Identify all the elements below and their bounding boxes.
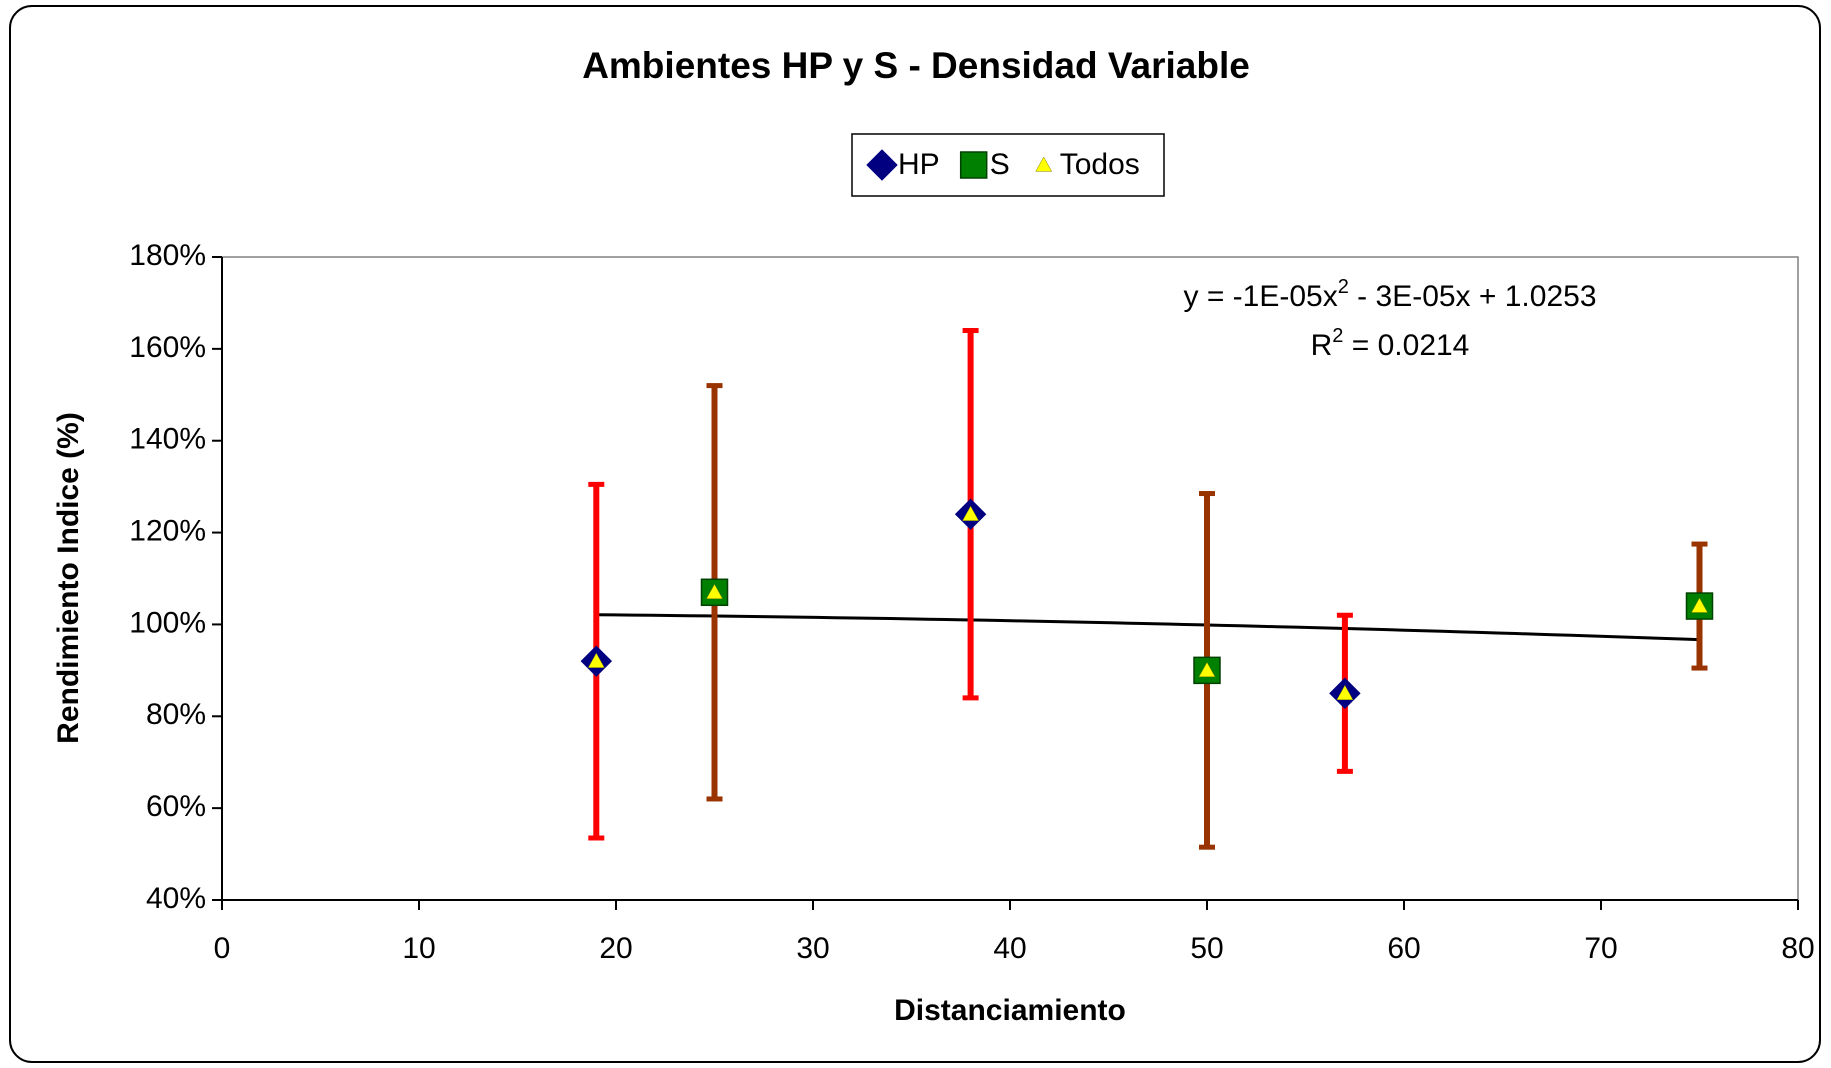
marker-diamond [866,149,898,181]
marker-triangle [587,652,605,668]
x-tick-label: 20 [599,932,632,965]
y-tick-label: 180% [129,239,206,272]
marker-triangle [1691,597,1708,613]
trend-r2-part: = 0.0214 [1343,329,1469,362]
x-axis-title: Distanciamiento [894,994,1126,1027]
y-tick-label: 60% [146,790,206,823]
trend-r2-part: 2 [1332,325,1343,347]
marker-triangle [1035,156,1053,172]
chart-title: Ambientes HP y S - Densidad Variable [582,45,1250,86]
x-tick-label: 30 [796,932,829,965]
y-tick-label: 140% [129,423,206,456]
x-tick-label: 60 [1387,932,1420,965]
trend-equation-part: 2 [1338,276,1349,298]
y-tick-label: 80% [146,698,206,731]
plot-area [221,256,1799,901]
x-tick-label: 50 [1190,932,1223,965]
trend-equation-part: - 3E-05x + 1.0253 [1349,280,1597,313]
marker-triangle [706,583,723,599]
x-tick-label: 40 [993,932,1026,965]
y-tick-label: 40% [146,882,206,915]
y-tick-label: 160% [129,331,206,364]
legend-box [851,133,1165,197]
x-tick-label: 70 [1584,932,1617,965]
trend-equation-part: y = -1E-05x [1183,280,1337,313]
y-axis-title: Rendimiento Indice (%) [52,412,85,744]
marker-square [959,151,988,179]
marker-triangle [962,505,980,521]
marker-triangle [1336,684,1354,700]
trend-r2-part: R [1311,329,1333,362]
legend-label: S [990,148,1010,181]
legend-label: Todos [1060,148,1140,181]
x-tick-label: 10 [402,932,435,965]
trend-equation: y = -1E-05x2 - 3E-05x + 1.0253 [1183,276,1596,313]
trendline [596,613,1700,642]
x-tick-label: 80 [1781,932,1814,965]
trend-r2: R2 = 0.0214 [1311,325,1470,362]
legend-label: HP [898,148,940,181]
y-tick-label: 120% [129,514,206,547]
marker-triangle [1198,661,1216,678]
x-tick-label: 0 [214,932,231,965]
y-tick-label: 100% [129,606,206,639]
